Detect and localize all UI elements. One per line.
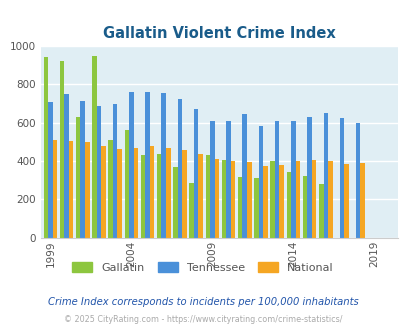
Bar [182,149,186,238]
Bar [194,109,198,238]
Bar [339,118,343,238]
Bar [92,56,96,238]
Bar [80,101,85,238]
Bar [145,92,149,238]
Bar [205,155,209,238]
Bar [360,163,364,238]
Bar [166,148,170,238]
Bar [214,159,219,238]
Bar [237,177,242,238]
Bar [290,121,295,238]
Bar [161,93,166,238]
Bar [311,160,315,238]
Bar [226,121,230,238]
Bar [242,114,246,238]
Bar [286,172,290,238]
Bar [279,165,283,238]
Bar [68,141,73,238]
Bar [318,184,323,238]
Bar [149,146,154,238]
Bar [198,154,202,238]
Bar [117,148,121,238]
Bar [141,155,145,238]
Bar [246,162,251,238]
Bar [85,142,90,238]
Bar [113,104,117,238]
Bar [270,161,274,238]
Bar [262,166,267,238]
Bar [189,183,194,238]
Bar [274,121,279,238]
Bar [48,102,53,238]
Bar [307,117,311,238]
Bar [173,167,177,238]
Bar [302,176,307,238]
Bar [254,178,258,238]
Bar [129,92,133,238]
Bar [343,164,348,238]
Bar [177,99,182,238]
Bar [64,94,68,238]
Bar [60,60,64,238]
Bar [221,160,226,238]
Bar [101,146,105,238]
Bar [53,140,57,238]
Bar [295,161,299,238]
Bar [327,161,332,238]
Bar [43,57,48,238]
Bar [124,130,129,238]
Legend: Gallatin, Tennessee, National: Gallatin, Tennessee, National [68,258,337,278]
Text: Crime Index corresponds to incidents per 100,000 inhabitants: Crime Index corresponds to incidents per… [47,297,358,307]
Bar [323,113,327,238]
Bar [355,123,360,238]
Bar [157,154,161,238]
Bar [209,121,214,238]
Text: © 2025 CityRating.com - https://www.cityrating.com/crime-statistics/: © 2025 CityRating.com - https://www.city… [64,315,341,324]
Bar [96,106,101,238]
Bar [133,148,138,238]
Bar [258,126,262,238]
Bar [108,140,113,238]
Bar [230,161,235,238]
Title: Gallatin Violent Crime Index: Gallatin Violent Crime Index [102,26,335,41]
Bar [76,117,80,238]
